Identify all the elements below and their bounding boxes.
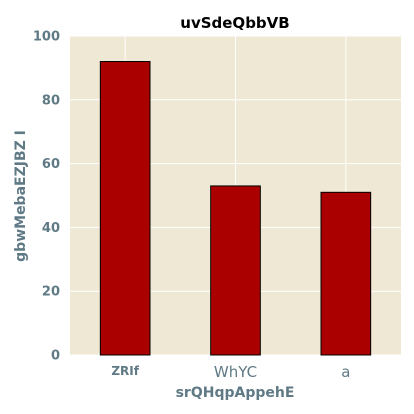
y-tick-label: 0 bbox=[51, 349, 60, 364]
x-axis-label: srQHqpAppehE bbox=[176, 385, 295, 401]
bar-a bbox=[320, 191, 372, 356]
y-tick-label: 20 bbox=[42, 285, 60, 300]
y-tick-label: 40 bbox=[42, 221, 60, 236]
y-ticks: 0 20 40 60 80 100 bbox=[33, 30, 60, 364]
y-tick-label: 80 bbox=[42, 93, 60, 108]
bar-ZRIf bbox=[99, 61, 151, 356]
x-tick-label: a bbox=[341, 363, 350, 381]
y-tick-label: 60 bbox=[42, 157, 60, 172]
x-tick-label: WhYC bbox=[214, 363, 257, 381]
x-ticks: ZRIf WhYC a bbox=[111, 363, 350, 381]
y-tick-label: 100 bbox=[33, 30, 60, 45]
x-tick-label: ZRIf bbox=[111, 364, 139, 378]
bar-WhYC bbox=[210, 185, 261, 356]
bars bbox=[99, 61, 372, 356]
y-axis-label: gbwMebaEZJBZ I bbox=[13, 130, 29, 262]
chart-title: uvSdeQbbVB bbox=[180, 14, 289, 32]
